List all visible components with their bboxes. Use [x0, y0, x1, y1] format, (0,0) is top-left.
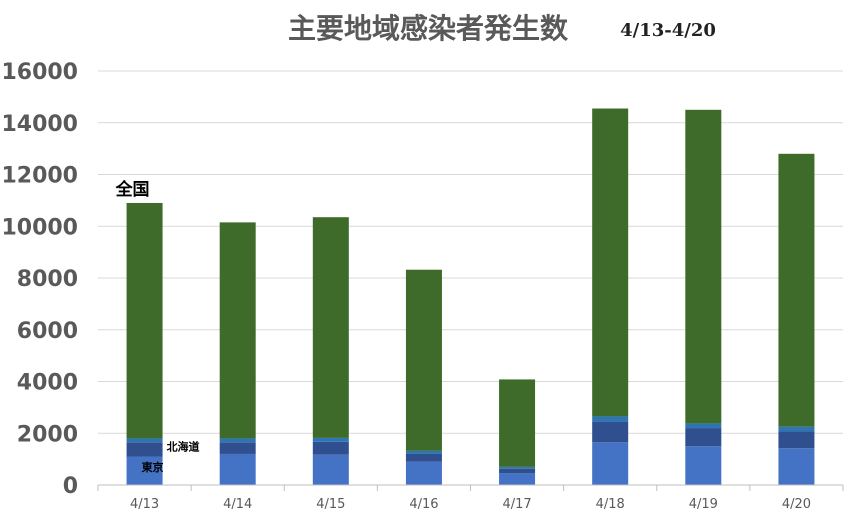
bar-segment-0: [499, 473, 536, 485]
bar-segment-1: [126, 442, 163, 457]
annotation-national: 全国: [115, 179, 150, 200]
y-tick-label: 10000: [1, 215, 78, 240]
bar-segment-0: [126, 456, 163, 485]
bar-segment-2: [499, 466, 536, 469]
x-tick-label: 4/16: [409, 497, 438, 512]
bar-segment-2: [592, 416, 629, 422]
bar-segment-3: [312, 217, 349, 438]
y-tick-label: 2000: [17, 422, 78, 447]
x-tick-label: 4/15: [316, 497, 345, 512]
y-tick-label: 6000: [17, 319, 78, 344]
bar-segment-1: [405, 453, 442, 462]
bar-segment-1: [499, 468, 536, 474]
bar-segment-2: [126, 438, 163, 443]
x-tick-label: 4/14: [223, 497, 252, 512]
bar-segment-1: [312, 441, 349, 455]
bar-segment-0: [592, 442, 629, 485]
bar-segment-1: [219, 442, 256, 454]
bar-segment-0: [219, 453, 256, 485]
y-tick-label: 12000: [1, 164, 78, 189]
x-tick-label: 4/13: [130, 497, 159, 512]
bar-segment-2: [312, 437, 349, 442]
bar-segment-3: [405, 269, 442, 451]
bar-segment-0: [685, 446, 722, 485]
y-tick-label: 14000: [1, 112, 78, 137]
y-tick-label: 8000: [17, 267, 78, 292]
bar-segment-2: [219, 438, 256, 443]
grid-lines: [98, 70, 843, 434]
axes: 0 2000 4000 6000 8000 10000 12000 14000 16000 4/1…: [1, 60, 844, 512]
bar-segment-0: [778, 448, 815, 485]
bar-segment-2: [405, 450, 442, 454]
chart-date-range: 4/13-4/20: [620, 20, 716, 41]
annotation-tokyo: 東京: [142, 460, 164, 474]
bar-segment-3: [685, 109, 722, 424]
bar-segment-3: [126, 202, 163, 439]
bar-segment-1: [685, 428, 722, 447]
x-tick-label: 4/19: [689, 497, 718, 512]
bar-segment-3: [219, 222, 256, 439]
bar-segment-3: [592, 108, 629, 417]
y-tick-label: 16000: [1, 60, 78, 85]
y-tick-label: 0: [63, 474, 78, 499]
bar-segment-0: [312, 454, 349, 485]
annotation-hokkaido: 北海道: [167, 440, 200, 454]
bar-segment-1: [778, 431, 815, 449]
bar-segment-2: [778, 426, 815, 432]
bar-segment-1: [592, 421, 629, 443]
bar-segment-3: [778, 153, 815, 427]
bar-segment-0: [405, 461, 442, 485]
bar-segment-2: [685, 423, 722, 429]
x-tick-label: 4/18: [596, 497, 625, 512]
chart-title: 主要地域感染者発生数: [288, 12, 569, 45]
y-tick-label: 4000: [17, 371, 78, 396]
bars: [126, 108, 815, 485]
x-tick-label: 4/20: [782, 497, 811, 512]
x-tick-label: 4/17: [502, 497, 531, 512]
bar-segment-3: [499, 379, 536, 467]
